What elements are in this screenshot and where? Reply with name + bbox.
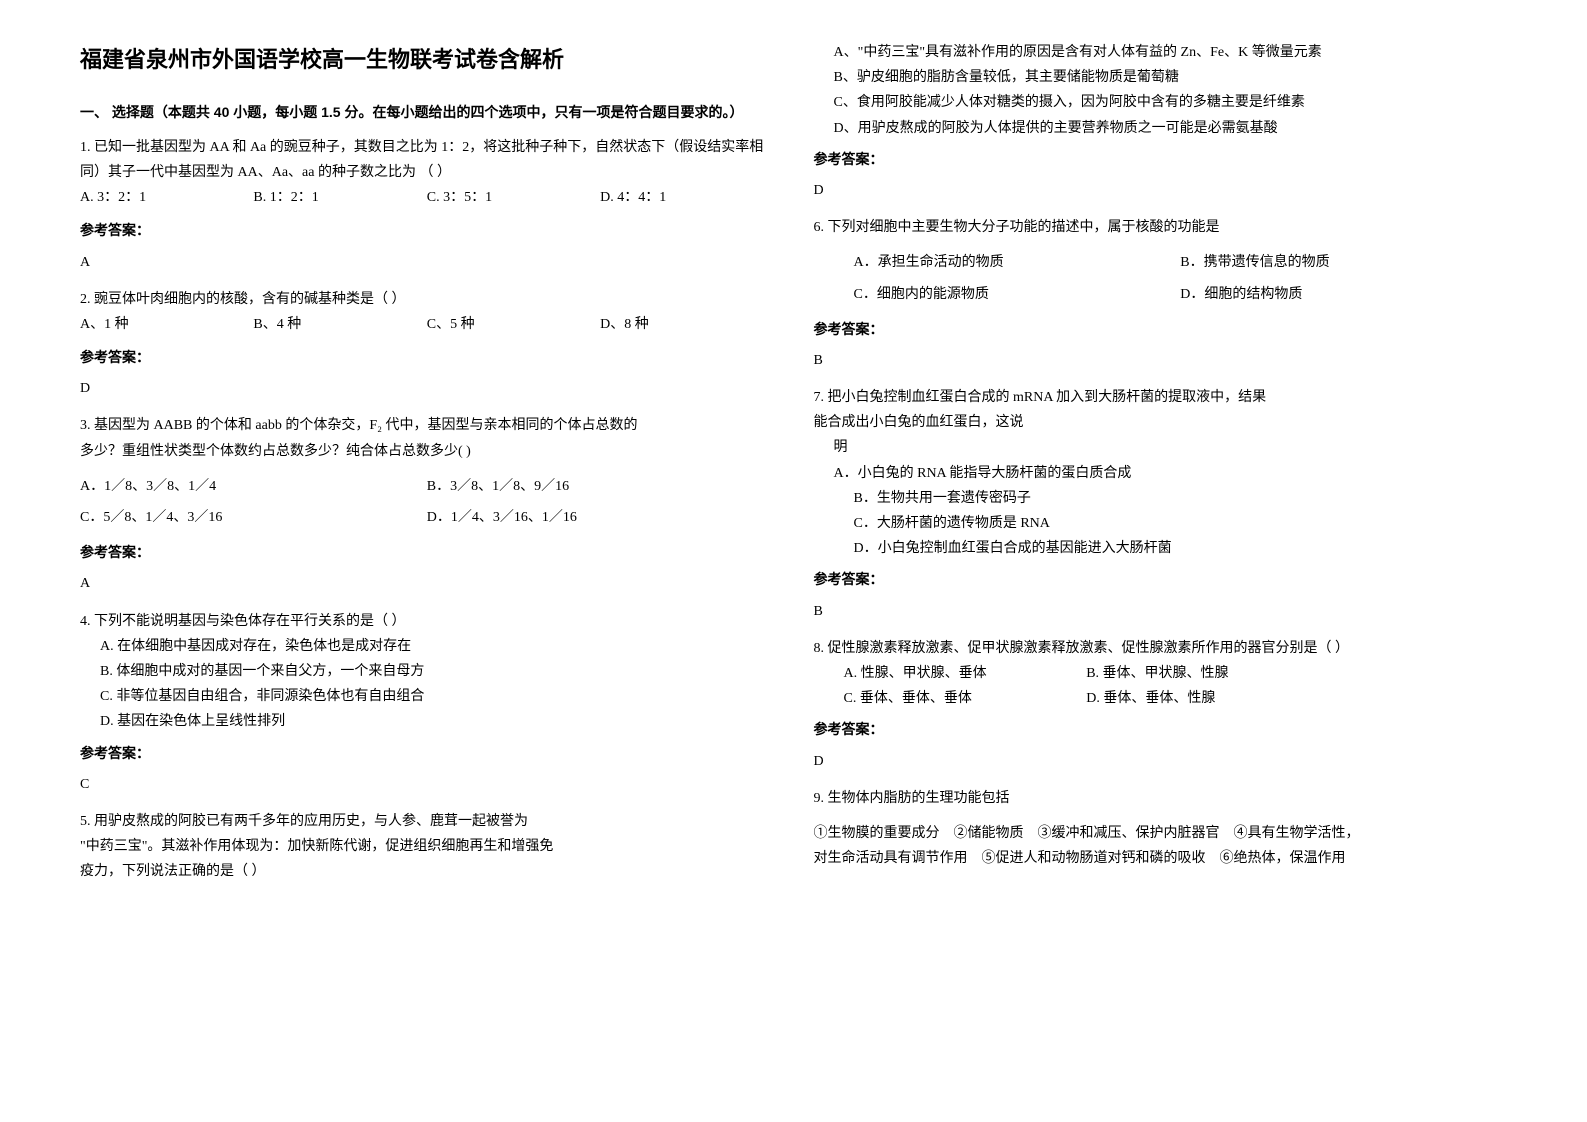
question-3: 3. 基因型为 AABB 的个体和 aabb 的个体杂交，F₂ 代中，基因型与亲…	[80, 413, 774, 596]
q2-opt-b: B、4 种	[253, 312, 426, 337]
question-5-cont: A、"中药三宝"具有滋补作用的原因是含有对人体有益的 Zn、Fe、K 等微量元素…	[814, 40, 1508, 203]
q8-opt-a: A. 性腺、甲状腺、垂体	[814, 661, 1057, 686]
q7-answer-label: 参考答案：	[814, 567, 1508, 592]
q2-options: A、1 种 B、4 种 C、5 种 D、8 种	[80, 312, 774, 337]
q5-opt-c: C、食用阿胶能减少人体对糖类的摄入，因为阿胶中含有的多糖主要是纤维素	[814, 90, 1508, 115]
q3-opt-a: A．1／8、3／8、1／4	[80, 474, 427, 499]
q1-opt-c: C. 3：5：1	[427, 185, 600, 210]
q2-text: 2. 豌豆体叶肉细胞内的核酸，含有的碱基种类是（ ）	[80, 287, 774, 312]
q8-answer: D	[814, 749, 1508, 774]
q8-opt-d: D. 垂体、垂体、性腺	[1056, 686, 1299, 711]
right-column: A、"中药三宝"具有滋补作用的原因是含有对人体有益的 Zn、Fe、K 等微量元素…	[794, 40, 1528, 1082]
q4-answer-label: 参考答案：	[80, 741, 774, 766]
q5-line3: 疫力，下列说法正确的是（ ）	[80, 859, 774, 884]
q3-answer: A	[80, 571, 774, 596]
q3-answer-label: 参考答案：	[80, 540, 774, 565]
q1-text: 1. 已知一批基因型为 AA 和 Aa 的豌豆种子，其数目之比为 1：2，将这批…	[80, 135, 774, 185]
question-8: 8. 促性腺激素释放激素、促甲状腺激素释放激素、促性腺激素所作用的器官分别是（ …	[814, 636, 1508, 774]
question-2: 2. 豌豆体叶肉细胞内的核酸，含有的碱基种类是（ ） A、1 种 B、4 种 C…	[80, 287, 774, 402]
q6-opts-row1: A．承担生命活动的物质 B．携带遗传信息的物质	[814, 250, 1508, 275]
q6-text: 6. 下列对细胞中主要生物大分子功能的描述中，属于核酸的功能是	[814, 215, 1508, 240]
q6-answer-label: 参考答案：	[814, 317, 1508, 342]
q3-opts-row1: A．1／8、3／8、1／4 B．3／8、1／8、9／16	[80, 474, 774, 499]
q7-opt-a: A．小白兔的 RNA 能指导大肠杆菌的蛋白质合成	[814, 461, 1508, 486]
q7-line1: 7. 把小白兔控制血红蛋白合成的 mRNA 加入到大肠杆菌的提取液中，结果	[814, 385, 1508, 410]
exam-title: 福建省泉州市外国语学校高一生物联考试卷含解析	[80, 40, 774, 80]
q8-opt-b: B. 垂体、甲状腺、性腺	[1056, 661, 1299, 686]
q9-line2: 对生命活动具有调节作用 ⑤促进人和动物肠道对钙和磷的吸收 ⑥绝热体，保温作用	[814, 846, 1508, 871]
q8-opts-row1: A. 性腺、甲状腺、垂体 B. 垂体、甲状腺、性腺	[814, 661, 1508, 686]
q2-opt-d: D、8 种	[600, 312, 773, 337]
q5-answer: D	[814, 178, 1508, 203]
q7-line2: 能合成出小白兔的血红蛋白，这说	[814, 410, 1508, 435]
q3-line2: 多少？重组性状类型个体数约占总数多少？纯合体占总数多少( )	[80, 439, 774, 464]
q6-opt-c: C．细胞内的能源物质	[854, 282, 1181, 307]
q1-opt-d: D. 4：4：1	[600, 185, 773, 210]
q3-line1: 3. 基因型为 AABB 的个体和 aabb 的个体杂交，F₂ 代中，基因型与亲…	[80, 413, 774, 438]
q3-opts-row2: C．5／8、1／4、3／16 D．1／4、3／16、1／16	[80, 505, 774, 530]
q2-opt-c: C、5 种	[427, 312, 600, 337]
q7-opt-b: B．生物共用一套遗传密码子	[814, 486, 1508, 511]
q6-opt-a: A．承担生命活动的物质	[854, 250, 1181, 275]
question-4: 4. 下列不能说明基因与染色体存在平行关系的是（ ） A. 在体细胞中基因成对存…	[80, 609, 774, 797]
q2-answer-label: 参考答案：	[80, 345, 774, 370]
q2-opt-a: A、1 种	[80, 312, 253, 337]
q3-opt-b: B．3／8、1／8、9／16	[427, 474, 774, 499]
q5-opt-d: D、用驴皮熬成的阿胶为人体提供的主要营养物质之一可能是必需氨基酸	[814, 116, 1508, 141]
q4-text: 4. 下列不能说明基因与染色体存在平行关系的是（ ）	[80, 609, 774, 634]
q8-text: 8. 促性腺激素释放激素、促甲状腺激素释放激素、促性腺激素所作用的器官分别是（ …	[814, 636, 1508, 661]
left-column: 福建省泉州市外国语学校高一生物联考试卷含解析 一、 选择题（本题共 40 小题，…	[60, 40, 794, 1082]
q1-opt-a: A. 3：2：1	[80, 185, 253, 210]
q9-line1: ①生物膜的重要成分 ②储能物质 ③缓冲和减压、保护内脏器官 ④具有生物学活性，	[814, 821, 1508, 846]
q6-opts-row2: C．细胞内的能源物质 D．细胞的结构物质	[814, 282, 1508, 307]
q4-opt-b: B. 体细胞中成对的基因一个来自父方，一个来自母方	[80, 659, 774, 684]
q4-answer: C	[80, 772, 774, 797]
q4-opt-d: D. 基因在染色体上呈线性排列	[80, 709, 774, 734]
q5-line1: 5. 用驴皮熬成的阿胶已有两千多年的应用历史，与人参、鹿茸一起被誉为	[80, 809, 774, 834]
q8-opt-c: C. 垂体、垂体、垂体	[814, 686, 1057, 711]
q7-opt-d: D．小白兔控制血红蛋白合成的基因能进入大肠杆菌	[814, 536, 1508, 561]
question-7: 7. 把小白兔控制血红蛋白合成的 mRNA 加入到大肠杆菌的提取液中，结果 能合…	[814, 385, 1508, 624]
q4-opt-c: C. 非等位基因自由组合，非同源染色体也有自由组合	[80, 684, 774, 709]
q5-opt-a: A、"中药三宝"具有滋补作用的原因是含有对人体有益的 Zn、Fe、K 等微量元素	[814, 40, 1508, 65]
q5-answer-label: 参考答案：	[814, 147, 1508, 172]
question-1: 1. 已知一批基因型为 AA 和 Aa 的豌豆种子，其数目之比为 1：2，将这批…	[80, 135, 774, 275]
q9-text: 9. 生物体内脂肪的生理功能包括	[814, 786, 1508, 811]
section-one-heading: 一、 选择题（本题共 40 小题，每小题 1.5 分。在每小题给出的四个选项中，…	[80, 100, 774, 125]
q4-opt-a: A. 在体细胞中基因成对存在，染色体也是成对存在	[80, 634, 774, 659]
q7-line3: 明	[814, 435, 1508, 460]
q7-opt-c: C．大肠杆菌的遗传物质是 RNA	[814, 511, 1508, 536]
q8-opts-row2: C. 垂体、垂体、垂体 D. 垂体、垂体、性腺	[814, 686, 1508, 711]
q1-answer: A	[80, 250, 774, 275]
q6-answer: B	[814, 348, 1508, 373]
question-9: 9. 生物体内脂肪的生理功能包括 ①生物膜的重要成分 ②储能物质 ③缓冲和减压、…	[814, 786, 1508, 872]
q8-answer-label: 参考答案：	[814, 717, 1508, 742]
q1-opt-b: B. 1：2：1	[253, 185, 426, 210]
q6-opt-b: B．携带遗传信息的物质	[1180, 250, 1507, 275]
q1-answer-label: 参考答案：	[80, 218, 774, 243]
question-6: 6. 下列对细胞中主要生物大分子功能的描述中，属于核酸的功能是 A．承担生命活动…	[814, 215, 1508, 373]
question-5-start: 5. 用驴皮熬成的阿胶已有两千多年的应用历史，与人参、鹿茸一起被誉为 "中药三宝…	[80, 809, 774, 885]
q5-opt-b: B、驴皮细胞的脂肪含量较低，其主要储能物质是葡萄糖	[814, 65, 1508, 90]
q6-opt-d: D．细胞的结构物质	[1180, 282, 1507, 307]
q5-line2: "中药三宝"。其滋补作用体现为：加快新陈代谢，促进组织细胞再生和增强免	[80, 834, 774, 859]
q7-answer: B	[814, 599, 1508, 624]
q3-opt-d: D．1／4、3／16、1／16	[427, 505, 774, 530]
q3-opt-c: C．5／8、1／4、3／16	[80, 505, 427, 530]
q1-options: A. 3：2：1 B. 1：2：1 C. 3：5：1 D. 4：4：1	[80, 185, 774, 210]
q2-answer: D	[80, 376, 774, 401]
